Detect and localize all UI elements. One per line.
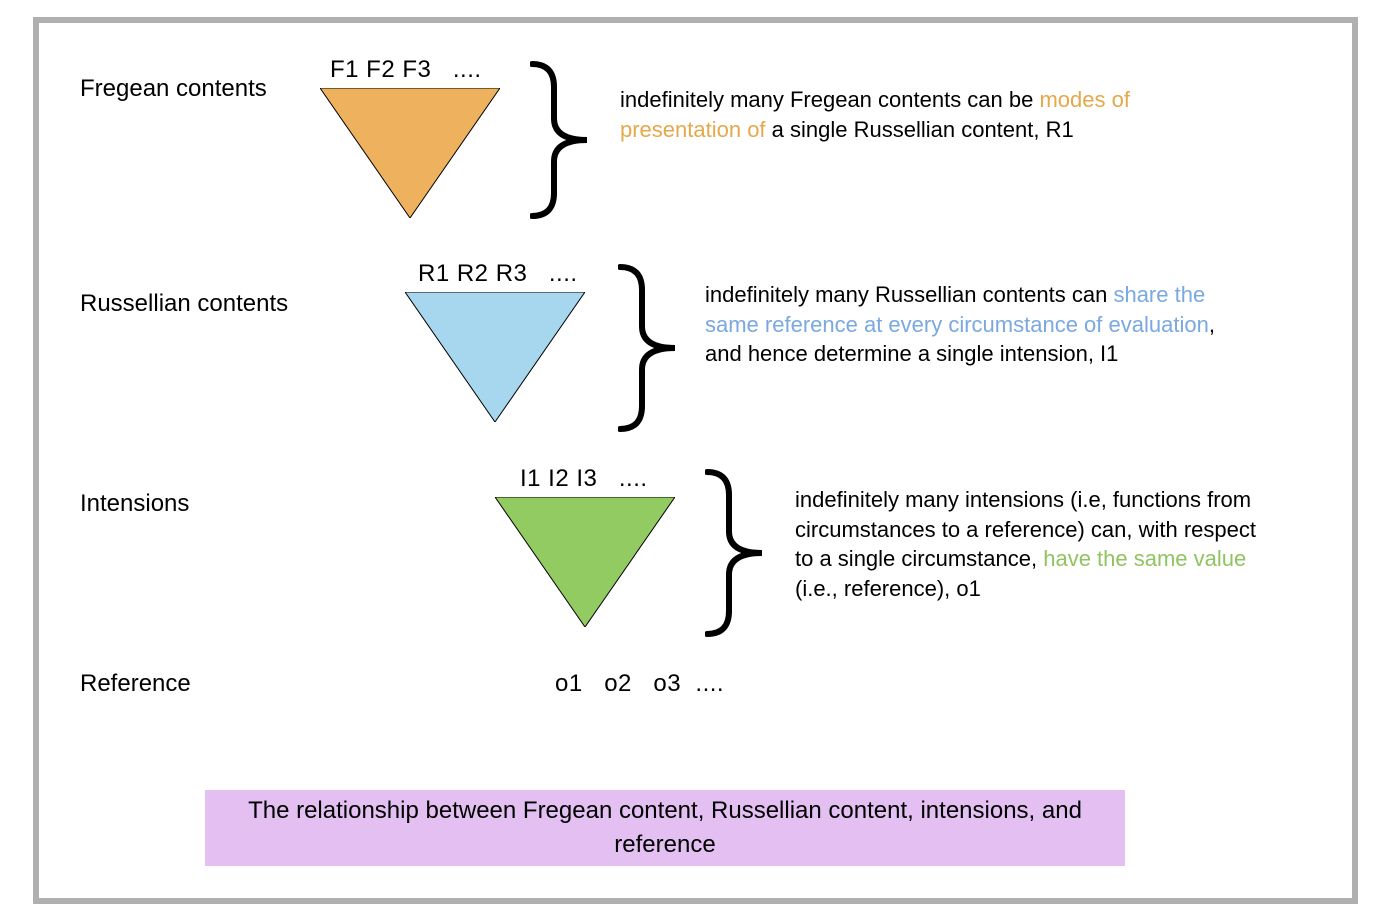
row-label-fregean: Fregean contents: [80, 75, 267, 103]
brace-icon-intensions: [705, 468, 765, 638]
row-desc-fregean-seg-0: indefinitely many Fregean contents can b…: [620, 87, 1039, 112]
row-desc-intensions-seg-2: (i.e., reference), o1: [795, 576, 981, 601]
triangle-icon-intensions: [495, 497, 675, 627]
triangle-icon-russellian: [405, 292, 585, 422]
caption-text: The relationship between Fregean content…: [215, 794, 1115, 861]
reference-label: Reference: [80, 670, 191, 698]
reference-items: o1 o2 o3 ....: [555, 670, 724, 698]
row-desc-fregean: indefinitely many Fregean contents can b…: [620, 85, 1180, 144]
row-desc-russellian: indefinitely many Russellian contents ca…: [705, 280, 1235, 369]
brace-icon-russellian: [618, 263, 678, 433]
row-label-intensions: Intensions: [80, 490, 189, 518]
caption-box: The relationship between Fregean content…: [205, 790, 1125, 866]
triangle-icon-fregean: [320, 88, 500, 218]
diagram-frame: [33, 17, 1358, 904]
row-desc-intensions-seg-1: have the same value: [1043, 546, 1246, 571]
row-desc-fregean-seg-2: a single Russellian content, R1: [766, 117, 1074, 142]
row-items-russellian: R1 R2 R3 ....: [418, 260, 578, 288]
row-items-intensions: I1 I2 I3 ....: [520, 465, 648, 493]
row-items-fregean: F1 F2 F3 ....: [330, 56, 482, 84]
brace-icon-fregean: [530, 60, 590, 220]
row-desc-russellian-seg-0: indefinitely many Russellian contents ca…: [705, 282, 1113, 307]
row-desc-intensions: indefinitely many intensions (i.e, funct…: [795, 485, 1275, 604]
row-label-russellian: Russellian contents: [80, 290, 288, 318]
